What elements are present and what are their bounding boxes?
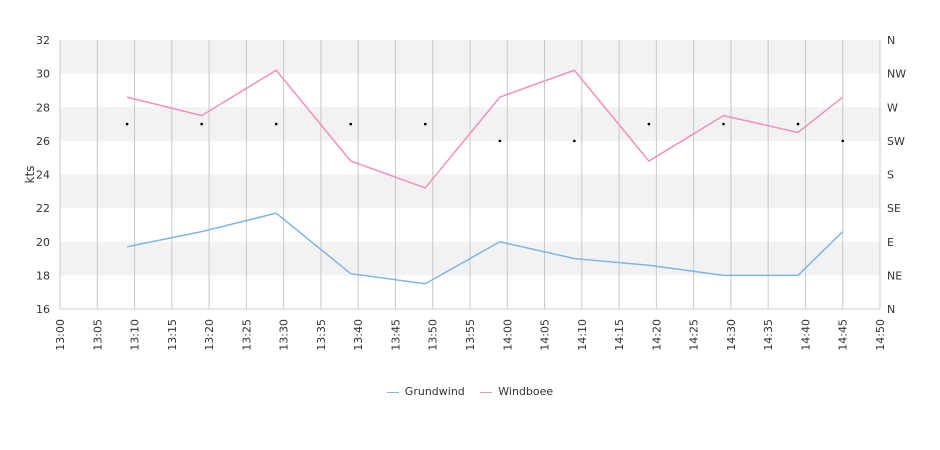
direction-marker bbox=[200, 122, 203, 126]
x-tick-label: 13:55 bbox=[464, 319, 477, 351]
direction-marker bbox=[796, 122, 800, 126]
y-tick-label: 18 bbox=[36, 269, 50, 282]
y-tick-label: 26 bbox=[36, 135, 50, 148]
y-tick-label: 22 bbox=[36, 202, 50, 215]
legend-label-grundwind: Grundwind bbox=[404, 385, 465, 398]
x-axis-tick-labels: 13:00 13:05 13:10 13:15 13:20 13:25 13:30 13:35… bbox=[54, 319, 887, 351]
y-tick-label: 20 bbox=[36, 236, 50, 249]
series-line-grundwind bbox=[126, 212, 844, 285]
y-tick-label: 16 bbox=[36, 303, 50, 316]
direction-marker bbox=[841, 139, 845, 143]
x-tick-label: 13:00 bbox=[54, 319, 67, 351]
legend-item-grundwind[interactable]: Grundwind bbox=[386, 385, 465, 398]
x-tick-label: 14:45 bbox=[837, 319, 850, 351]
x-tick-label: 14:50 bbox=[874, 319, 887, 351]
x-tick-label: 13:35 bbox=[315, 319, 328, 351]
legend-swatch-windboee bbox=[480, 391, 493, 393]
y-tick-label: 32 bbox=[36, 34, 50, 47]
vertical-gridlines bbox=[59, 40, 881, 309]
x-tick-label: 13:20 bbox=[203, 319, 216, 351]
series-line-windboee bbox=[126, 69, 844, 189]
legend: Grundwind Windboee bbox=[0, 385, 940, 398]
direction-tick-label: NE bbox=[887, 269, 902, 282]
y-tick-label: 30 bbox=[36, 68, 50, 81]
direction-tick-label: SE bbox=[887, 202, 901, 215]
x-tick-label: 14:10 bbox=[576, 319, 589, 351]
direction-marker bbox=[423, 122, 427, 126]
x-tick-label: 13:40 bbox=[352, 319, 365, 351]
direction-marker bbox=[647, 122, 651, 126]
x-tick-label: 13:05 bbox=[91, 319, 104, 351]
direction-marker bbox=[573, 139, 576, 143]
y-tick-label: 28 bbox=[36, 101, 50, 114]
legend-swatch-grundwind bbox=[386, 391, 399, 393]
x-tick-label: 14:35 bbox=[762, 319, 775, 351]
direction-axis-tick-labels: N NE E SE S SW W NW N bbox=[887, 34, 906, 316]
x-tick-label: 14:30 bbox=[725, 319, 738, 351]
direction-marker bbox=[274, 122, 278, 126]
direction-tick-label: S bbox=[887, 169, 894, 182]
direction-marker bbox=[349, 122, 353, 126]
x-tick-label: 14:15 bbox=[613, 319, 626, 351]
x-tick-label: 13:30 bbox=[278, 319, 291, 351]
x-tick-label: 13:15 bbox=[166, 319, 179, 351]
direction-tick-label: N bbox=[887, 303, 895, 316]
legend-label-windboee: Windboee bbox=[498, 385, 554, 398]
direction-tick-label: N bbox=[887, 34, 895, 47]
x-tick-label: 14:20 bbox=[650, 319, 663, 351]
x-tick-label: 13:25 bbox=[240, 319, 253, 351]
direction-tick-label: E bbox=[887, 236, 894, 249]
direction-marker bbox=[498, 139, 502, 143]
direction-marker bbox=[722, 122, 725, 126]
direction-marker bbox=[125, 122, 129, 126]
y-axis-tick-labels: 16 18 20 22 24 26 28 30 32 bbox=[36, 34, 50, 316]
x-tick-label: 13:50 bbox=[427, 319, 440, 351]
x-tick-label: 14:05 bbox=[539, 319, 552, 351]
x-tick-label: 14:25 bbox=[688, 319, 701, 351]
direction-tick-label: W bbox=[887, 101, 898, 114]
y-axis-title: kts bbox=[23, 166, 37, 184]
direction-markers bbox=[125, 122, 845, 143]
x-tick-label: 13:10 bbox=[129, 319, 142, 351]
y-tick-label: 24 bbox=[36, 169, 50, 182]
legend-item-windboee[interactable]: Windboee bbox=[480, 385, 553, 398]
series-lines bbox=[126, 69, 844, 285]
x-tick-label: 13:45 bbox=[389, 319, 402, 351]
direction-tick-label: SW bbox=[887, 135, 905, 148]
x-tick-label: 14:40 bbox=[799, 319, 812, 351]
x-tick-label: 14:00 bbox=[501, 319, 514, 351]
direction-tick-label: NW bbox=[887, 68, 906, 81]
